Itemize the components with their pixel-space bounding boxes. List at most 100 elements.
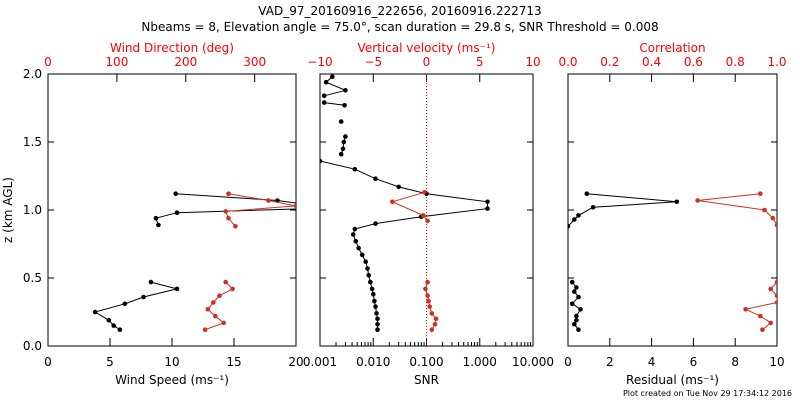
data-point bbox=[373, 304, 378, 309]
data-point bbox=[92, 309, 98, 315]
bottom-tick-label: 8 bbox=[731, 355, 739, 369]
data-point bbox=[356, 245, 361, 251]
data-point bbox=[576, 327, 581, 333]
data-point bbox=[422, 190, 427, 195]
data-point bbox=[426, 298, 431, 304]
series-line bbox=[155, 193, 296, 226]
series-line bbox=[320, 160, 488, 330]
data-point bbox=[743, 307, 748, 312]
data-point bbox=[695, 198, 700, 203]
data-point bbox=[572, 321, 577, 327]
data-point bbox=[373, 176, 378, 181]
series-line bbox=[340, 136, 346, 155]
data-point bbox=[373, 221, 378, 226]
series-line bbox=[204, 281, 234, 331]
data-point bbox=[572, 289, 577, 294]
data-point bbox=[375, 327, 380, 333]
data-point bbox=[174, 210, 180, 215]
data-point bbox=[174, 286, 180, 292]
data-point bbox=[221, 320, 226, 326]
bottom-tick-label: 0.100 bbox=[409, 355, 443, 369]
y-tick-label: 1.5 bbox=[23, 135, 42, 149]
data-point bbox=[758, 191, 763, 196]
data-point bbox=[375, 321, 380, 327]
top-tick-label: 0.2 bbox=[600, 55, 619, 69]
data-point bbox=[574, 317, 579, 323]
top-tick-label: 0.8 bbox=[726, 55, 745, 69]
data-point bbox=[233, 224, 238, 229]
series-line bbox=[568, 193, 677, 227]
data-point bbox=[774, 222, 777, 228]
data-point bbox=[374, 311, 379, 316]
data-point bbox=[205, 307, 211, 312]
top-tick-label: 5 bbox=[476, 55, 484, 69]
data-point bbox=[122, 301, 128, 307]
bottom-tick-label: 5 bbox=[106, 355, 114, 369]
data-point bbox=[223, 209, 228, 214]
data-point bbox=[321, 93, 327, 99]
data-point bbox=[226, 215, 231, 221]
figure-title-line2: Nbeams = 8, Elevation angle = 75.0°, sca… bbox=[141, 20, 658, 34]
panel-2: 0.001 0.010 0.100 1.000 10.000 −10 −5 0 5 10 SNR Ve… bbox=[303, 41, 554, 387]
top-axis-label: Correlation bbox=[639, 41, 705, 55]
data-point bbox=[359, 252, 365, 258]
data-point bbox=[350, 232, 356, 237]
series-line bbox=[93, 281, 178, 331]
data-point bbox=[760, 327, 765, 333]
data-point bbox=[429, 311, 435, 316]
series-top-axis bbox=[202, 191, 296, 333]
data-point bbox=[372, 298, 377, 304]
bottom-tick-label: 10 bbox=[769, 355, 784, 369]
data-point bbox=[340, 146, 346, 152]
data-point bbox=[576, 294, 581, 300]
data-point bbox=[569, 279, 575, 285]
data-point bbox=[365, 266, 370, 271]
data-point bbox=[770, 215, 776, 221]
data-point bbox=[338, 119, 344, 124]
data-point bbox=[343, 88, 348, 93]
data-point bbox=[584, 191, 590, 196]
data-point bbox=[111, 323, 116, 328]
data-point bbox=[568, 224, 571, 229]
data-point bbox=[117, 327, 123, 333]
series-top-axis bbox=[695, 191, 777, 333]
data-point bbox=[338, 151, 344, 157]
data-point bbox=[425, 218, 430, 224]
data-point bbox=[323, 79, 329, 85]
bottom-tick-label: 0.010 bbox=[356, 355, 390, 369]
data-point bbox=[369, 286, 375, 292]
bottom-tick-label: 2 bbox=[606, 355, 614, 369]
data-point bbox=[153, 215, 159, 221]
plot-footer: Plot created on Tue Nov 29 17:34:12 2016 bbox=[623, 389, 792, 398]
data-point bbox=[421, 213, 426, 218]
data-point bbox=[293, 203, 296, 209]
data-point bbox=[306, 202, 311, 207]
series-line bbox=[324, 102, 345, 106]
top-tick-label: 300 bbox=[243, 55, 266, 69]
data-point bbox=[341, 139, 347, 145]
bottom-tick-label: 4 bbox=[648, 355, 656, 369]
data-point bbox=[320, 158, 323, 164]
series-bottom-axis bbox=[568, 191, 679, 333]
data-point bbox=[574, 313, 579, 319]
data-point bbox=[425, 279, 430, 285]
top-tick-label: −5 bbox=[364, 55, 382, 69]
series-line bbox=[390, 191, 428, 222]
top-axis-label: Vertical velocity (ms⁻¹) bbox=[358, 41, 496, 55]
data-point bbox=[330, 74, 335, 79]
data-point bbox=[202, 327, 208, 333]
y-tick-label: 2.0 bbox=[23, 67, 42, 81]
panel-3: 0 2 4 6 8 10 0.0 0.2 0.4 0.6 0.8 1.0 Residual (ms⁻¹)… bbox=[558, 41, 786, 387]
data-point bbox=[353, 239, 359, 244]
data-point bbox=[427, 304, 433, 309]
bottom-tick-label: 1.000 bbox=[463, 355, 497, 369]
top-tick-label: 200 bbox=[174, 55, 197, 69]
bottom-tick-label: 6 bbox=[690, 355, 698, 369]
y-tick-label: 0.0 bbox=[23, 339, 42, 353]
data-point bbox=[674, 199, 679, 205]
data-point bbox=[578, 307, 583, 312]
data-point bbox=[762, 207, 767, 213]
top-tick-label: −10 bbox=[307, 55, 332, 69]
data-point bbox=[211, 300, 216, 305]
figure-title-line1: VAD_97_20160916_222656, 20160916.222713 bbox=[258, 4, 541, 18]
